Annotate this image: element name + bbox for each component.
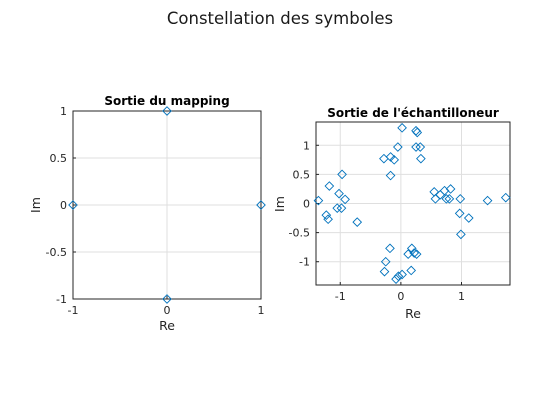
- data-point: [313, 195, 324, 206]
- plot-mapping-ylabel: Im: [28, 197, 43, 213]
- x-tick-label: -1: [335, 290, 346, 303]
- data-point: [415, 142, 426, 152]
- plot-echantilloneur-ylabel: Im: [272, 196, 287, 212]
- y-tick-label: -1: [56, 293, 67, 306]
- plot-echantilloneur-title: Sortie de l'échantilloneur: [327, 106, 499, 120]
- data-point: [323, 214, 333, 225]
- y-tick-label: -0.5: [46, 246, 67, 259]
- data-point: [393, 142, 403, 152]
- data-point: [385, 243, 395, 254]
- data-point: [336, 203, 347, 213]
- data-point: [379, 153, 389, 164]
- data-point: [385, 170, 396, 181]
- y-tick-label: 0: [303, 198, 310, 211]
- data-point: [380, 256, 391, 267]
- data-point: [406, 243, 417, 254]
- plot-mapping: Sortie du mapping -1 0 1 -1 -0.5 0 0.5 1 Re Im: [28, 94, 266, 333]
- data-point: [256, 200, 266, 210]
- data-point: [334, 188, 344, 199]
- y-tick-label: 1: [60, 105, 67, 118]
- x-tick-label: 1: [258, 304, 265, 317]
- x-tick-label: 1: [458, 290, 465, 303]
- figure-title: Constellation des symboles: [167, 9, 393, 28]
- plot-echantilloneur-points: [313, 122, 511, 285]
- y-tick-label: 0.5: [50, 152, 68, 165]
- data-point: [412, 127, 423, 138]
- data-point: [411, 125, 421, 136]
- data-point: [409, 248, 420, 258]
- data-point: [406, 265, 417, 276]
- data-point: [430, 194, 441, 204]
- data-point: [352, 217, 363, 227]
- y-tick-label: -1: [299, 256, 310, 269]
- plot-mapping-grid: [72, 110, 262, 300]
- data-point: [482, 195, 493, 206]
- data-point: [162, 294, 172, 304]
- data-point: [321, 210, 332, 220]
- plot-mapping-points: [68, 106, 266, 304]
- data-point: [411, 142, 421, 152]
- y-tick-label: -0.5: [289, 227, 310, 240]
- data-point: [391, 274, 401, 285]
- data-point: [445, 184, 456, 194]
- data-point: [340, 194, 350, 205]
- data-point: [337, 169, 347, 180]
- x-tick-label: -1: [68, 304, 79, 317]
- data-point: [385, 152, 396, 162]
- data-point: [389, 155, 400, 165]
- plot-echantilloneur-ticks: -1 0 1 -1 -0.5 0 0.5 1: [289, 139, 465, 303]
- data-point: [403, 249, 413, 259]
- data-point: [68, 200, 78, 210]
- data-point: [444, 194, 455, 204]
- data-point: [441, 194, 452, 204]
- data-point: [463, 213, 474, 223]
- plot-mapping-ticks: -1 0 1 -1 -0.5 0 0.5 1: [46, 105, 265, 317]
- data-point: [429, 187, 440, 197]
- data-point: [456, 229, 466, 240]
- data-point: [454, 208, 465, 219]
- data-point: [332, 203, 343, 213]
- data-point: [416, 153, 426, 164]
- data-point: [162, 106, 172, 116]
- data-point: [324, 181, 335, 191]
- y-tick-label: 1: [303, 139, 310, 152]
- x-tick-label: 0: [164, 304, 171, 317]
- data-point: [411, 249, 422, 259]
- data-point: [397, 122, 407, 133]
- x-tick-label: 0: [397, 290, 404, 303]
- data-point: [500, 192, 511, 203]
- plot-echantilloneur: Sortie de l'échantilloneur -1 0 1 -1 -0.5 0 0.…: [272, 106, 511, 321]
- plot-mapping-title: Sortie du mapping: [104, 94, 229, 108]
- plot-mapping-xlabel: Re: [159, 318, 175, 333]
- y-tick-label: 0: [60, 199, 67, 212]
- y-tick-label: 0.5: [293, 168, 311, 181]
- data-point: [455, 194, 466, 204]
- plot-echantilloneur-xlabel: Re: [405, 306, 421, 321]
- data-point: [379, 266, 390, 277]
